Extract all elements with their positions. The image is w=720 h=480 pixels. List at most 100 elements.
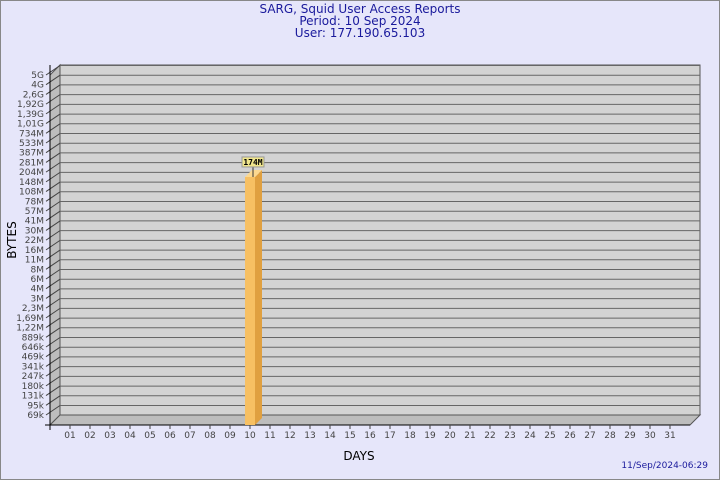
y-tick-label: 41M [25,217,44,227]
y-tick-mark [45,191,61,202]
y-tick-label: 1,39G [17,110,44,120]
y-tick-mark [45,84,61,95]
y-tick-label: 16M [25,246,44,256]
y-tick-mark [45,171,61,183]
x-tick-label: 25 [544,431,555,441]
y-tick-label: 341k [22,362,45,372]
y-tick-label: 734M [19,129,44,139]
y-tick-label: 22M [25,236,44,246]
y-tick-mark [45,123,61,134]
y-tick-label: 78M [25,197,44,207]
y-tick-mark [45,405,61,416]
y-tick-label: 95k [27,401,44,411]
y-tick-mark [45,210,61,222]
chart-title: SARG, Squid User Access Reports [259,2,461,16]
y-tick-mark [45,239,61,251]
bar-side [255,169,262,425]
x-tick-label: 18 [404,431,416,441]
y-tick-label: 281M [19,158,44,168]
y-tick-mark [45,317,61,328]
x-tick-label: 19 [424,431,436,441]
y-tick-mark [45,395,61,406]
y-tick-label: 1,69M [16,314,44,324]
y-tick-mark [45,269,61,280]
plot-floor [48,414,702,426]
y-tick-label: 387M [19,149,44,159]
y-tick-mark [45,288,61,299]
y-tick-mark [45,385,61,396]
y-tick-mark [45,307,61,319]
y-tick-label: 533M [19,139,44,149]
y-tick-label: 204M [19,168,44,178]
x-tick-label: 11 [264,431,275,441]
x-tick-label: 22 [484,431,495,441]
x-tick-label: 12 [284,431,295,441]
x-tick-label: 23 [504,431,515,441]
y-tick-mark [45,298,61,309]
x-tick-label: 26 [564,431,576,441]
x-tick-label: 29 [624,431,636,441]
y-tick-mark [45,133,61,144]
x-tick-label: 20 [444,431,456,441]
y-tick-mark [45,259,61,270]
x-tick-label: 01 [64,431,75,441]
x-tick-label: 15 [344,431,355,441]
x-axis-label: DAYS [343,449,374,463]
y-tick-mark [45,94,61,105]
y-tick-label: 4M [31,285,45,295]
x-tick-label: 21 [464,431,475,441]
x-tick-label: 03 [104,431,115,441]
y-tick-label: 8M [31,265,45,275]
y-tick-mark [45,220,61,231]
y-tick-mark [45,346,61,358]
y-tick-label: 469k [22,353,45,363]
x-tick-label: 09 [224,431,236,441]
y-tick-label: 6M [31,275,45,285]
y-tick-label: 4G [31,81,44,91]
y-tick-label: 889k [22,333,45,343]
y-tick-label: 180k [22,382,45,392]
y-tick-label: 2,3M [22,304,44,314]
y-tick-mark [45,113,61,124]
x-tick-label: 31 [664,431,675,441]
y-tick-mark [45,356,61,367]
y-tick-mark [45,230,61,241]
x-tick-label: 28 [604,431,616,441]
y-tick-mark [45,103,61,115]
y-tick-label: 57M [25,207,44,217]
x-tick-label: 04 [124,431,136,441]
y-tick-label: 2,6G [23,90,44,100]
y-tick-label: 30M [25,226,44,236]
y-tick-label: 1,22M [16,324,44,334]
y-tick-label: 108M [19,188,44,198]
timestamp: 11/Sep/2024-06:29 [621,461,708,471]
y-tick-mark [45,162,61,173]
y-tick-label: 148M [19,178,44,188]
y-tick-mark [45,152,61,163]
x-tick-label: 17 [384,431,395,441]
y-tick-label: 1,01G [17,120,44,130]
y-tick-label: 247k [22,372,45,382]
x-tick-label: 07 [184,431,195,441]
y-tick-label: 3M [31,294,45,304]
y-tick-mark [45,337,61,348]
x-tick-label: 24 [524,431,536,441]
y-tick-mark [45,181,61,192]
y-tick-label: 5G [31,71,44,81]
x-tick-label: 27 [584,431,595,441]
x-tick-label: 08 [204,431,216,441]
plot-left-wall [49,63,61,427]
y-tick-mark [45,201,61,212]
x-tick-label: 30 [644,431,656,441]
y-tick-mark [45,74,61,86]
y-tick-label: 1,92G [17,100,44,110]
x-tick-label: 10 [244,431,256,441]
y-tick-mark [45,65,61,76]
x-tick-label: 05 [144,431,155,441]
y-tick-label: 131k [22,392,45,402]
data-label-box [241,156,265,168]
chart-subtitle-period: Period: 10 Sep 2024 [299,14,421,28]
x-tick-label: 02 [84,431,95,441]
bar-day-10 [245,176,255,425]
